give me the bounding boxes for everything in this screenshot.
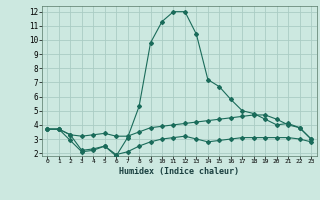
X-axis label: Humidex (Indice chaleur): Humidex (Indice chaleur) <box>119 167 239 176</box>
